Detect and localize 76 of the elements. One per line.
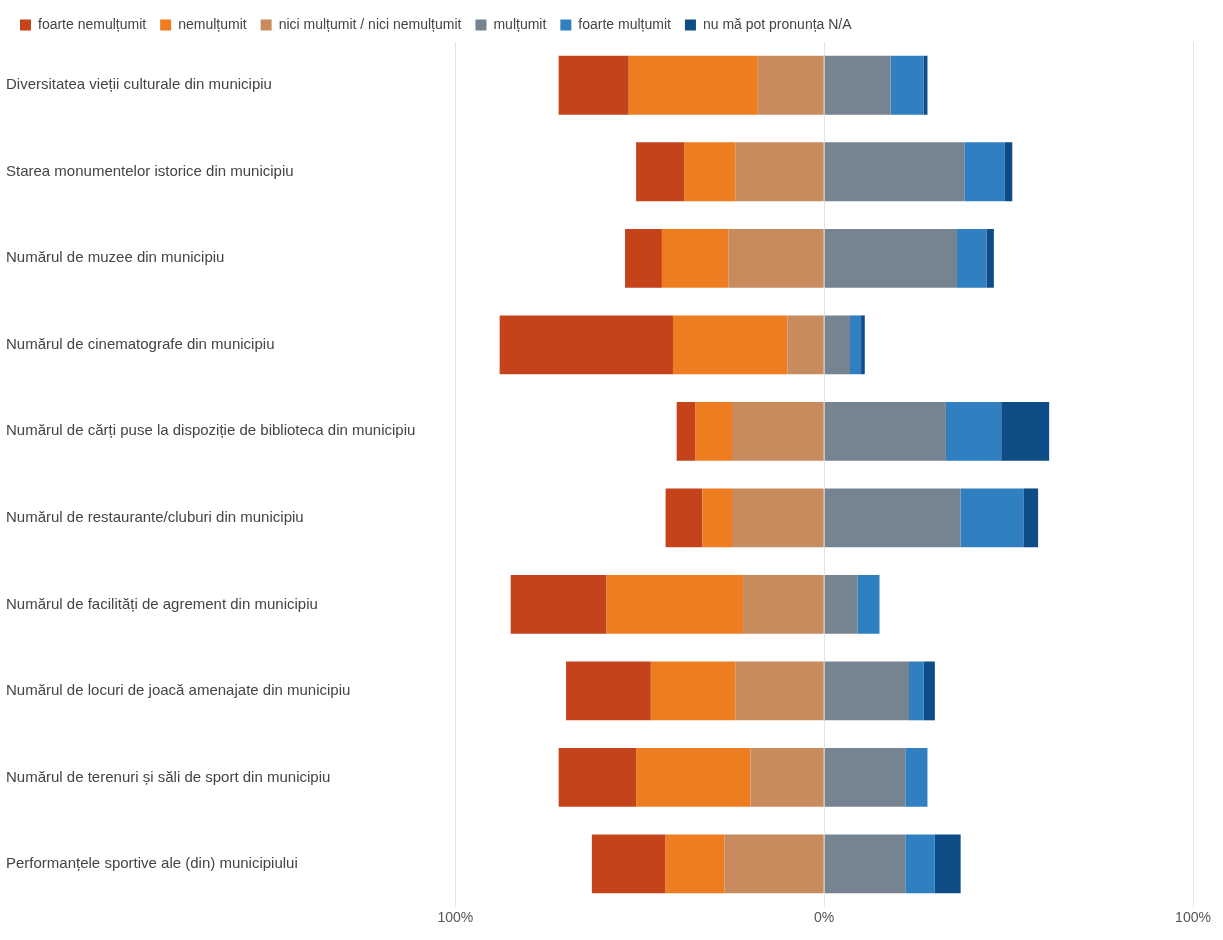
bar bbox=[665, 834, 725, 894]
y-tick-label: Numărul de muzee din municipiu bbox=[6, 248, 225, 266]
y-tick-label: Performanțele sportive ale (din) municipiului bbox=[6, 854, 298, 872]
x-tick-label: 100% bbox=[437, 909, 474, 926]
legend-label: nici mulțumit / nici nemulțumit bbox=[278, 15, 462, 32]
bar bbox=[731, 488, 824, 548]
y-tick-label: Numărul de facilități de agrement din municipiu bbox=[6, 594, 318, 612]
bar bbox=[724, 834, 824, 894]
legend-label: foarte nemulțumit bbox=[38, 15, 147, 32]
legend-label: nu mă pot pronunța N/A bbox=[702, 15, 853, 32]
bar bbox=[824, 401, 946, 461]
bar bbox=[824, 55, 891, 115]
y-tick-label: Numărul de locuri de joacă amenajate din municipiu bbox=[6, 681, 351, 699]
bar bbox=[672, 315, 788, 375]
x-tick-label: 100% bbox=[1175, 909, 1211, 926]
y-tick-label: Numărul de cărți puse la dispoziție de biblioteca din municipiu bbox=[6, 421, 416, 439]
bar bbox=[625, 228, 662, 288]
bar bbox=[986, 228, 994, 288]
bar bbox=[650, 661, 736, 721]
bar bbox=[735, 142, 824, 202]
bar bbox=[945, 401, 1002, 461]
bar bbox=[824, 574, 858, 634]
y-tick-label: Numărul de terenuri și săli de sport din municipiu bbox=[6, 767, 331, 785]
bar bbox=[735, 661, 824, 721]
legend-label: foarte mulțumit bbox=[578, 15, 672, 32]
bar bbox=[1004, 142, 1013, 202]
bar bbox=[695, 401, 732, 461]
bar bbox=[558, 748, 637, 807]
bar bbox=[824, 228, 957, 288]
legend-label: mulțumit bbox=[493, 15, 547, 32]
bar bbox=[665, 488, 703, 548]
bar bbox=[956, 228, 987, 288]
bar bbox=[824, 748, 906, 807]
legend-label: nemulțumit bbox=[178, 15, 247, 32]
bar bbox=[636, 142, 685, 202]
bar bbox=[857, 574, 880, 634]
bar bbox=[628, 55, 758, 115]
bar bbox=[824, 142, 965, 202]
bar bbox=[861, 315, 865, 375]
bar bbox=[964, 142, 1005, 202]
bar bbox=[702, 488, 732, 548]
bar bbox=[824, 488, 961, 548]
y-tick-label: Starea monumentelor istorice din municipiu bbox=[6, 161, 294, 179]
bar bbox=[824, 834, 906, 894]
bar bbox=[731, 401, 824, 461]
bar bbox=[1001, 401, 1050, 461]
bar bbox=[566, 661, 651, 721]
bar bbox=[905, 834, 935, 894]
bar bbox=[890, 55, 924, 115]
bar bbox=[636, 748, 751, 807]
bar bbox=[728, 228, 824, 288]
bar bbox=[510, 574, 607, 634]
bar bbox=[850, 315, 862, 375]
bar bbox=[676, 401, 696, 461]
bar bbox=[499, 315, 673, 375]
y-tick-label: Numărul de cinematografe din municipiu bbox=[6, 334, 275, 352]
y-tick-label: Numărul de restaurante/cluburi din municipiu bbox=[6, 508, 304, 525]
bar bbox=[661, 228, 729, 288]
bar bbox=[558, 55, 629, 115]
bar bbox=[824, 661, 910, 721]
bar bbox=[909, 661, 924, 721]
bar bbox=[905, 748, 928, 807]
bar bbox=[960, 488, 1024, 548]
y-tick-label: Diversitatea vieții culturale din municipiu bbox=[6, 75, 272, 93]
bar bbox=[824, 315, 851, 375]
x-tick-label: 0% bbox=[814, 909, 835, 926]
bar bbox=[743, 574, 824, 634]
bar bbox=[923, 661, 935, 721]
bar bbox=[934, 834, 961, 894]
bar bbox=[684, 142, 736, 202]
bar bbox=[1023, 488, 1039, 548]
bar bbox=[606, 574, 744, 634]
bar bbox=[757, 55, 824, 115]
bar bbox=[750, 748, 824, 807]
bar bbox=[787, 315, 824, 375]
bar bbox=[591, 834, 666, 894]
